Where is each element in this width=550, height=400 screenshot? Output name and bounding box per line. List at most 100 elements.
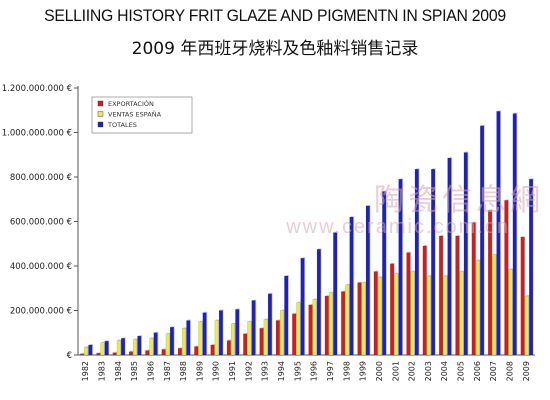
x-tick-label: 1990: [212, 361, 221, 381]
bar-2-1984: [121, 338, 125, 356]
x-tick-label: 1996: [310, 361, 319, 381]
bar-0-1983: [96, 353, 101, 356]
bar-2-2000: [382, 191, 387, 356]
x-tick-label: 2002: [408, 361, 417, 381]
bar-2-1998: [349, 216, 354, 356]
bar-2-1983: [104, 341, 109, 356]
y-tick-label: 1.200.000.000 €: [2, 84, 72, 94]
bar-0-2009: [520, 236, 525, 356]
bar-0-1991: [226, 340, 231, 356]
bar-0-1982: [80, 353, 84, 356]
bar-2-2008: [512, 113, 517, 356]
bar-2-1997: [333, 232, 338, 356]
bar-1-2000: [377, 276, 382, 356]
bar-0-1993: [259, 328, 264, 356]
bar-2-2004: [447, 157, 452, 356]
bar-1-1984: [116, 340, 121, 356]
bar-2-1990: [218, 310, 223, 356]
bar-2-1995: [300, 258, 305, 356]
x-tick-label: 1999: [359, 361, 368, 381]
bar-1-1998: [345, 284, 350, 356]
bar-1-1996: [312, 299, 317, 356]
bar-2-1988: [186, 320, 191, 356]
x-tick-label: 1991: [228, 361, 237, 381]
bar-1-1990: [214, 320, 219, 356]
bar-2-1994: [284, 275, 289, 356]
bar-0-1994: [275, 320, 280, 356]
chart-subtitle: 2009 年西班牙烧料及色釉料销售记录: [131, 39, 419, 59]
x-tick-label: 1984: [114, 361, 123, 381]
bar-2-2009: [529, 179, 533, 356]
bar-1-1997: [329, 292, 333, 356]
watermark-url: www.ceramic.com.cn: [286, 216, 510, 238]
bar-1-1994: [280, 310, 284, 356]
bar-0-1998: [341, 291, 346, 356]
bar-0-1986: [145, 350, 150, 356]
bar-0-1995: [292, 313, 297, 356]
bar-0-2007: [488, 210, 492, 356]
bar-0-2004: [439, 235, 443, 356]
legend-swatch-1: [97, 111, 104, 117]
bar-1-2006: [475, 260, 480, 356]
x-tick-label: 1988: [179, 361, 188, 381]
x-tick-label: 1997: [326, 361, 335, 381]
bar-0-2006: [471, 222, 476, 356]
bar-2-1985: [137, 335, 142, 356]
bar-0-1985: [128, 351, 133, 356]
bar-0-1984: [112, 352, 117, 356]
legend-swatch-0: [97, 100, 104, 107]
y-tick-label: €: [67, 351, 72, 361]
bar-0-1999: [357, 282, 362, 356]
bar-0-1988: [177, 348, 182, 356]
bar-1-1987: [165, 333, 170, 356]
x-tick-label: 2004: [440, 361, 449, 381]
y-tick-label: 400.000.000 €: [10, 262, 72, 272]
bar-2-2003: [431, 169, 436, 356]
bar-0-1996: [308, 304, 313, 356]
x-tick-label: 2000: [375, 361, 384, 381]
bar-1-1995: [296, 302, 301, 356]
x-tick-label: 2001: [391, 361, 400, 381]
x-tick-label: 1995: [293, 361, 302, 381]
bar-0-1997: [324, 295, 329, 356]
x-tick-label: 1983: [97, 361, 106, 381]
y-tick-label: 1.000.000.000 €: [2, 129, 72, 139]
bar-1-1988: [182, 328, 187, 356]
bar-2-1991: [235, 309, 240, 356]
bar-2-1993: [267, 293, 272, 356]
x-tick-label: 1982: [81, 361, 90, 381]
legend-swatch-2: [97, 121, 104, 128]
bar-1-1982: [84, 347, 89, 356]
legend-label-2: TOTALES: [107, 121, 137, 129]
x-tick-label: 1985: [130, 361, 139, 381]
x-tick-label: 1994: [277, 361, 286, 381]
bar-1-2002: [410, 271, 415, 356]
bar-1-2009: [524, 295, 529, 356]
watermark: 陶瓷信息網: [374, 183, 544, 218]
bar-0-1987: [161, 349, 166, 356]
bar-0-1992: [243, 333, 248, 356]
x-tick-label: 1993: [261, 361, 270, 381]
bar-2-1982: [88, 344, 93, 356]
bar-2-1989: [202, 312, 207, 356]
bar-0-1989: [194, 346, 199, 356]
x-tick-label: 2005: [457, 361, 466, 381]
bar-1-1983: [100, 342, 105, 356]
x-tick-label: 1998: [342, 361, 351, 381]
bar-2-1999: [365, 205, 370, 356]
bar-1-2001: [394, 273, 399, 356]
x-tick-label: 2003: [424, 361, 433, 381]
bar-1-1989: [198, 321, 203, 356]
bar-1-2004: [443, 275, 448, 356]
bar-2-1992: [251, 300, 256, 356]
y-tick-label: 600.000.000 €: [10, 218, 72, 228]
x-tick-label: 1992: [244, 361, 253, 381]
y-tick-label: 200.000.000 €: [10, 307, 72, 317]
legend-label-0: EXPORTACIÓN: [108, 99, 154, 108]
bar-shadow: [81, 352, 85, 354]
bar-1-1992: [247, 321, 252, 356]
bar-0-2005: [455, 235, 460, 356]
bar-1-2005: [459, 271, 464, 356]
x-tick-label: 2009: [522, 361, 531, 381]
